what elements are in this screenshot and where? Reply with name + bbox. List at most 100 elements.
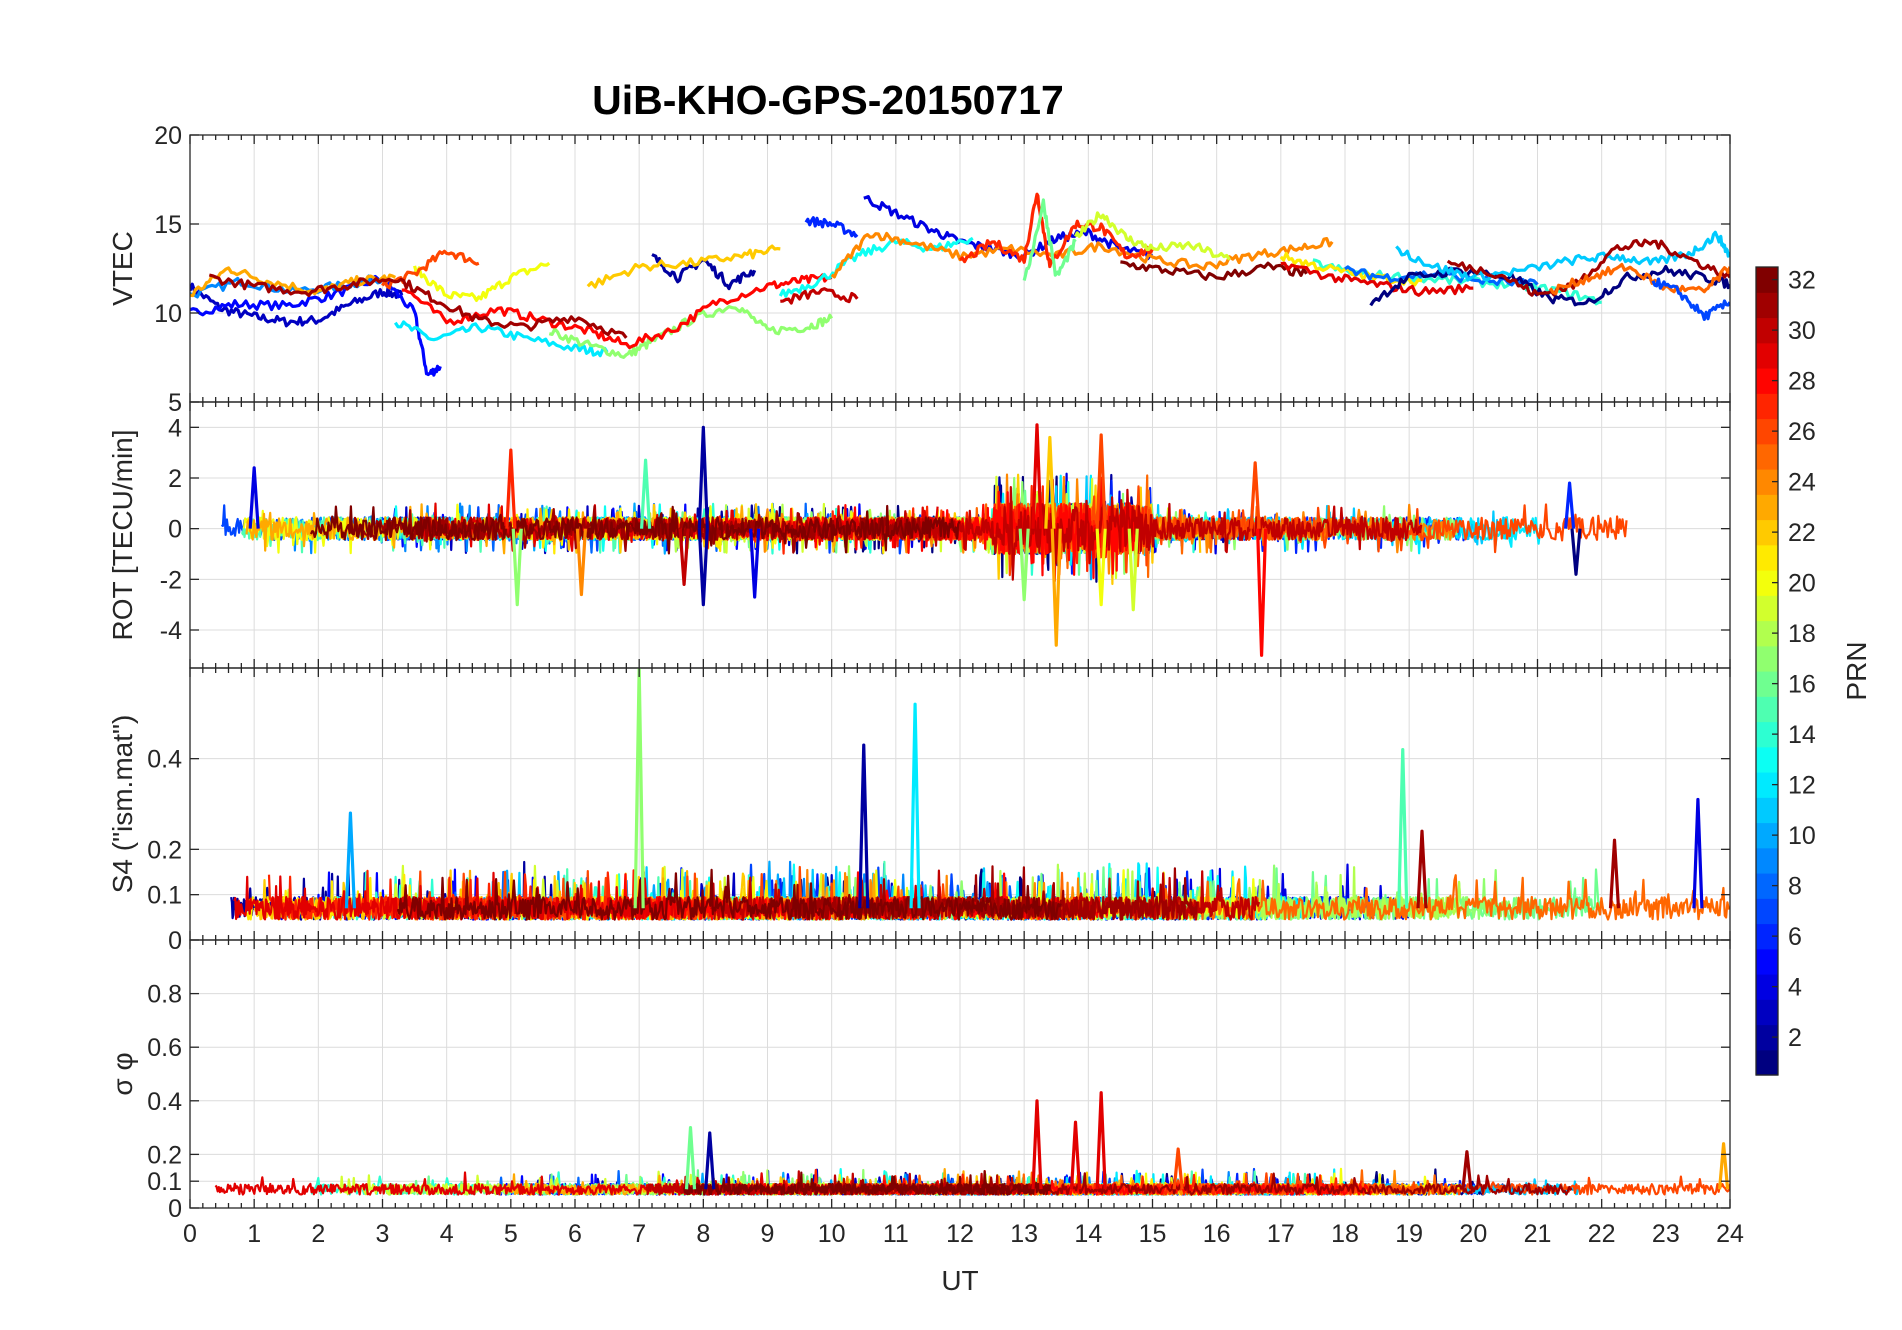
x-tick-labels: 0 1 2 3 4 5 6 7 8 9 10 11 12 13 14 15 16 17 18 19 20 21 22 23 24 — [183, 1220, 1744, 1248]
spike-prn-15 — [1397, 748, 1409, 909]
x-tick-label: 23 — [1652, 1220, 1680, 1248]
plot-area — [190, 192, 1730, 377]
y-axis-label: S4 ("ism.mat") — [107, 715, 138, 894]
y-tick-label: 20 — [154, 122, 182, 150]
y-tick-label: 0.1 — [147, 1168, 182, 1196]
noise-series-prn-30 — [887, 478, 1423, 581]
colorbar-swatch — [1756, 443, 1778, 470]
spike-prn-17 — [633, 668, 645, 909]
colorbar-swatch — [1756, 342, 1778, 369]
vtec-series-prn-30 — [780, 287, 859, 305]
spike-prn-23 — [1050, 528, 1062, 647]
vtec-series-prn-3 — [190, 282, 404, 328]
spike-prn-28 — [1255, 528, 1268, 657]
vtec-series-prn-26 — [381, 249, 480, 290]
noise-series-prn-32 — [309, 504, 961, 555]
y-tick-label: 2 — [168, 465, 182, 493]
vtec-series-prn-27 — [958, 192, 1154, 269]
vtec-series-prn-22 — [586, 244, 781, 289]
x-tick-label: 9 — [761, 1220, 775, 1248]
spike-prn-22 — [1044, 435, 1056, 529]
colorbar-tick-label: 28 — [1788, 368, 1816, 396]
spike-prn-26 — [1249, 461, 1261, 529]
colorbar-swatch — [1756, 1049, 1778, 1076]
spike-prn-17 — [1018, 528, 1030, 602]
colorbar-tick-label: 6 — [1788, 923, 1802, 951]
panel-4: 00.10.2 0.4 0.6 0.8 σ φ — [107, 939, 1731, 1223]
colorbar-tick-label: 16 — [1788, 671, 1816, 699]
colorbar-label: PRN — [1841, 641, 1872, 700]
x-tick-label: 11 — [883, 1220, 909, 1248]
y-tick-label: 0.8 — [147, 981, 182, 1009]
spike-prn-29 — [1031, 423, 1043, 529]
colorbar-swatch — [1756, 822, 1778, 849]
x-tick-label: 18 — [1331, 1220, 1359, 1248]
colorbar-tick-label: 24 — [1788, 469, 1816, 497]
colorbar-swatch — [1756, 696, 1778, 723]
colorbar-tick-label: 10 — [1788, 822, 1816, 850]
y-tick-label: 0.2 — [147, 1141, 182, 1169]
spike-prn-29 — [1031, 1099, 1043, 1190]
colorbar-swatch — [1756, 948, 1778, 975]
noise-series-prn-32 — [396, 868, 1062, 921]
colorbar-tick-label: 14 — [1788, 721, 1816, 749]
noise-series-prn-31 — [349, 505, 926, 554]
colorbar-swatch — [1756, 368, 1778, 394]
colorbar-swatch — [1756, 267, 1778, 293]
y-tick-label: 0.6 — [147, 1034, 182, 1062]
spike-prn-4 — [749, 528, 761, 599]
colorbar-swatch — [1756, 999, 1778, 1026]
y-tick-label: 10 — [154, 300, 182, 328]
colorbar-swatch — [1756, 570, 1778, 596]
plot-area — [214, 1091, 1730, 1196]
vtec-series-prn-1 — [1369, 264, 1730, 307]
x-tick-label: 1 — [247, 1220, 261, 1248]
spike-prn-15 — [639, 458, 652, 529]
spike-prn-10 — [344, 811, 357, 909]
x-tick-label: 15 — [1139, 1220, 1167, 1248]
colorbar-swatch — [1756, 519, 1778, 546]
y-tick-label: 0.4 — [147, 1088, 182, 1116]
vtec-series-prn-28 — [401, 273, 833, 350]
x-tick-label: 19 — [1395, 1220, 1423, 1248]
x-tick-label: 17 — [1267, 1220, 1295, 1248]
spike-prn-1 — [1570, 528, 1582, 576]
y-tick-label: 4 — [168, 414, 182, 442]
spike-prn-2 — [858, 743, 870, 909]
y-tick-label: 15 — [154, 211, 182, 239]
colorbar-tick-label: 20 — [1788, 570, 1816, 598]
vtec-series-prn-32 — [1120, 260, 1308, 281]
colorbar-tick-label: 32 — [1788, 267, 1816, 295]
colorbar-swatch — [1756, 671, 1778, 697]
colorbar-tick-label: 18 — [1788, 620, 1816, 648]
x-tick-label: 7 — [632, 1220, 646, 1248]
x-tick-label: 0 — [183, 1220, 197, 1248]
spike-prn-4 — [248, 466, 260, 529]
colorbar-swatch — [1756, 898, 1778, 925]
chart-title: UiB-KHO-GPS-20150717 — [592, 77, 1064, 123]
spike-prn-2 — [704, 1131, 716, 1190]
colorbar-swatch — [1756, 595, 1778, 622]
colorbar-swatch — [1756, 645, 1778, 672]
y-tick-label: 0.2 — [147, 836, 182, 864]
vtec-series-prn-19 — [1074, 211, 1231, 261]
x-tick-label: 10 — [818, 1220, 846, 1248]
spike-prn-12 — [909, 702, 921, 909]
x-tick-label: 14 — [1074, 1220, 1102, 1248]
spike-prn-26 — [1172, 1147, 1184, 1190]
colorbar-swatch — [1756, 393, 1778, 420]
colorbar-tick-label: 4 — [1788, 974, 1802, 1002]
spike-prn-29 — [1095, 1091, 1107, 1190]
vtec-series-prn-17 — [548, 305, 834, 359]
colorbar-swatch — [1756, 544, 1778, 571]
x-tick-label: 21 — [1524, 1220, 1552, 1248]
vtec-series-prn-25 — [1548, 262, 1730, 296]
panel-3: 0 0.1 0.2 0.4 S4 ("ism.mat") — [107, 667, 1731, 955]
x-tick-label: 24 — [1716, 1220, 1744, 1248]
vtec-series-prn-11 — [1395, 230, 1730, 282]
vtec-series-prn-23 — [190, 266, 397, 298]
spike-prn-6 — [1563, 481, 1576, 529]
vtec-series-prn-16 — [1022, 198, 1077, 281]
